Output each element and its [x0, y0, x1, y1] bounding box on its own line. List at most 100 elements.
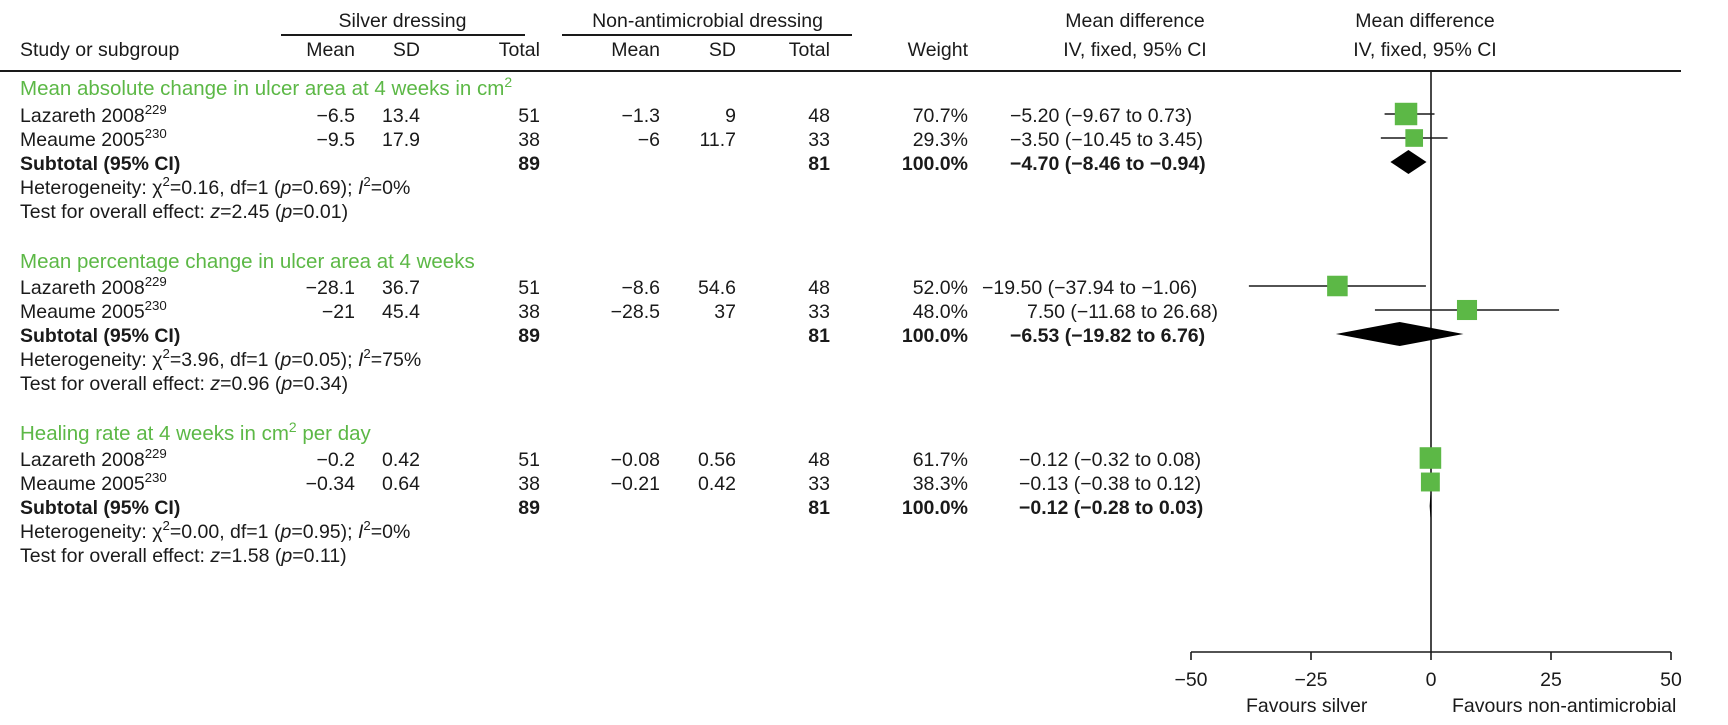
group-header-nonantimicrobial: Non-antimicrobial dressing — [592, 10, 823, 32]
cell-mean-nonanti: −28.5 — [610, 301, 660, 323]
heterogeneity-text: Heterogeneity: χ2=0.00, df=1 (p=0.95); I… — [20, 518, 411, 543]
cell-total-silver: 51 — [518, 449, 540, 471]
cell-mean-silver: −21 — [321, 301, 355, 323]
subtotal-label: Subtotal (95% CI) — [20, 153, 181, 175]
subgroup-title: Mean percentage change in ulcer area at … — [20, 250, 475, 273]
cell-mean-nonanti: −6 — [637, 129, 660, 151]
cell-ci: −5.20 (−9.67 to 0.73) — [1010, 105, 1193, 127]
study-name: Meaume 2005230 — [20, 470, 167, 495]
cell-sd-silver: 36.7 — [382, 277, 420, 299]
overall-effect-text: Test for overall effect: z=0.96 (p=0.34) — [20, 373, 349, 395]
subtotal-total-nonanti: 81 — [808, 497, 830, 519]
col-header-sd-silver: SD — [392, 39, 420, 61]
x-axis-tick-label: 0 — [1426, 669, 1437, 691]
col-header-mean-silver: Mean — [306, 39, 355, 61]
cell-total-nonanti: 48 — [808, 449, 830, 471]
pooled-diamond — [1429, 494, 1432, 518]
col-header-study: Study or subgroup — [20, 39, 180, 61]
subgroup-title: Healing rate at 4 weeks in cm2 per day — [20, 418, 371, 445]
cell-sd-nonanti: 0.56 — [698, 449, 736, 471]
cell-mean-silver: −6.5 — [316, 105, 356, 127]
subtotal-total-silver: 89 — [518, 325, 540, 347]
study-marker — [1405, 129, 1424, 147]
cell-total-silver: 51 — [518, 105, 540, 127]
subtotal-total-silver: 89 — [518, 153, 540, 175]
cell-weight: 61.7% — [912, 449, 968, 471]
col-header-total-silver: Total — [498, 39, 540, 61]
subtotal-total-nonanti: 81 — [808, 153, 830, 175]
cell-total-nonanti: 48 — [808, 105, 830, 127]
x-axis-tick-label: −25 — [1294, 669, 1327, 691]
study-marker — [1327, 275, 1348, 297]
cell-sd-nonanti: 11.7 — [699, 129, 736, 151]
cell-total-silver: 51 — [518, 277, 540, 299]
cell-sd-silver: 13.4 — [382, 105, 420, 127]
cell-total-silver: 38 — [518, 473, 540, 495]
overall-effect-text: Test for overall effect: z=1.58 (p=0.11) — [20, 545, 347, 567]
group-header-silver: Silver dressing — [338, 10, 467, 32]
overall-effect-text: Test for overall effect: z=2.45 (p=0.01) — [20, 201, 349, 223]
subtotal-ci: −0.12 (−0.28 to 0.03) — [1019, 497, 1204, 519]
cell-mean-nonanti: −0.21 — [610, 473, 660, 495]
subtotal-weight: 100.0% — [901, 325, 968, 347]
subgroup-title: Mean absolute change in ulcer area at 4 … — [20, 73, 513, 100]
cell-total-nonanti: 48 — [808, 277, 830, 299]
cell-mean-silver: −9.5 — [316, 129, 356, 151]
cell-sd-silver: 45.4 — [382, 301, 420, 323]
cell-ci: −3.50 (−10.45 to 3.45) — [1010, 129, 1203, 151]
cell-sd-silver: 0.64 — [382, 473, 420, 495]
group-underline-nonanti — [562, 34, 852, 36]
study-marker — [1456, 299, 1478, 321]
cell-weight: 29.3% — [912, 129, 968, 151]
favours-right-label: Favours non-antimicrobial — [1452, 695, 1677, 717]
x-axis-tick-label: 50 — [1660, 669, 1682, 691]
subtotal-ci: −4.70 (−8.46 to −0.94) — [1010, 153, 1206, 175]
pooled-diamond — [1390, 150, 1427, 174]
subtotal-total-nonanti: 81 — [808, 325, 830, 347]
study-name: Lazareth 2008229 — [20, 102, 167, 127]
plot-header-md-sub: IV, fixed, 95% CI — [1353, 39, 1497, 61]
study-name: Meaume 2005230 — [20, 298, 167, 323]
cell-weight: 70.7% — [912, 105, 968, 127]
cell-total-nonanti: 33 — [808, 301, 830, 323]
subtotal-weight: 100.0% — [901, 497, 968, 519]
study-marker — [1420, 472, 1440, 492]
plot-header-md-top: Mean difference — [1355, 10, 1495, 32]
col-header-sd-nonanti: SD — [708, 39, 736, 61]
cell-ci: −0.13 (−0.38 to 0.12) — [1019, 473, 1202, 495]
cell-weight: 48.0% — [912, 301, 968, 323]
subtotal-total-silver: 89 — [518, 497, 540, 519]
cell-weight: 38.3% — [912, 473, 968, 495]
group-underline-silver — [281, 34, 525, 36]
cell-ci: 7.50 (−11.68 to 26.68) — [1027, 301, 1218, 323]
subtotal-label: Subtotal (95% CI) — [20, 325, 181, 347]
cell-ci: −19.50 (−37.94 to −1.06) — [982, 277, 1198, 299]
subtotal-weight: 100.0% — [901, 153, 968, 175]
cell-mean-silver: −28.1 — [305, 277, 355, 299]
study-marker — [1419, 447, 1442, 469]
cell-sd-nonanti: 54.6 — [698, 277, 736, 299]
cell-mean-nonanti: −1.3 — [621, 105, 661, 127]
cell-mean-silver: −0.2 — [316, 449, 356, 471]
x-axis-tick-label: −50 — [1174, 669, 1207, 691]
cell-sd-nonanti: 0.42 — [698, 473, 736, 495]
cell-total-silver: 38 — [518, 301, 540, 323]
cell-total-nonanti: 33 — [808, 473, 830, 495]
col-header-md-sub: IV, fixed, 95% CI — [1063, 39, 1207, 61]
cell-mean-nonanti: −0.08 — [610, 449, 660, 471]
cell-sd-silver: 17.9 — [382, 129, 420, 151]
heterogeneity-text: Heterogeneity: χ2=3.96, df=1 (p=0.05); I… — [20, 346, 422, 371]
header-rule — [0, 70, 1681, 72]
study-name: Lazareth 2008229 — [20, 274, 167, 299]
cell-sd-silver: 0.42 — [382, 449, 420, 471]
cell-total-silver: 38 — [518, 129, 540, 151]
col-header-md-top: Mean difference — [1065, 10, 1205, 32]
cell-mean-silver: −0.34 — [305, 473, 355, 495]
subtotal-ci: −6.53 (−19.82 to 6.76) — [1010, 325, 1206, 347]
x-axis-tick-label: 25 — [1540, 669, 1562, 691]
favours-left-label: Favours silver — [1246, 695, 1368, 717]
col-header-total-nonanti: Total — [788, 39, 830, 61]
col-header-mean-nonanti: Mean — [611, 39, 660, 61]
cell-ci: −0.12 (−0.32 to 0.08) — [1019, 449, 1202, 471]
